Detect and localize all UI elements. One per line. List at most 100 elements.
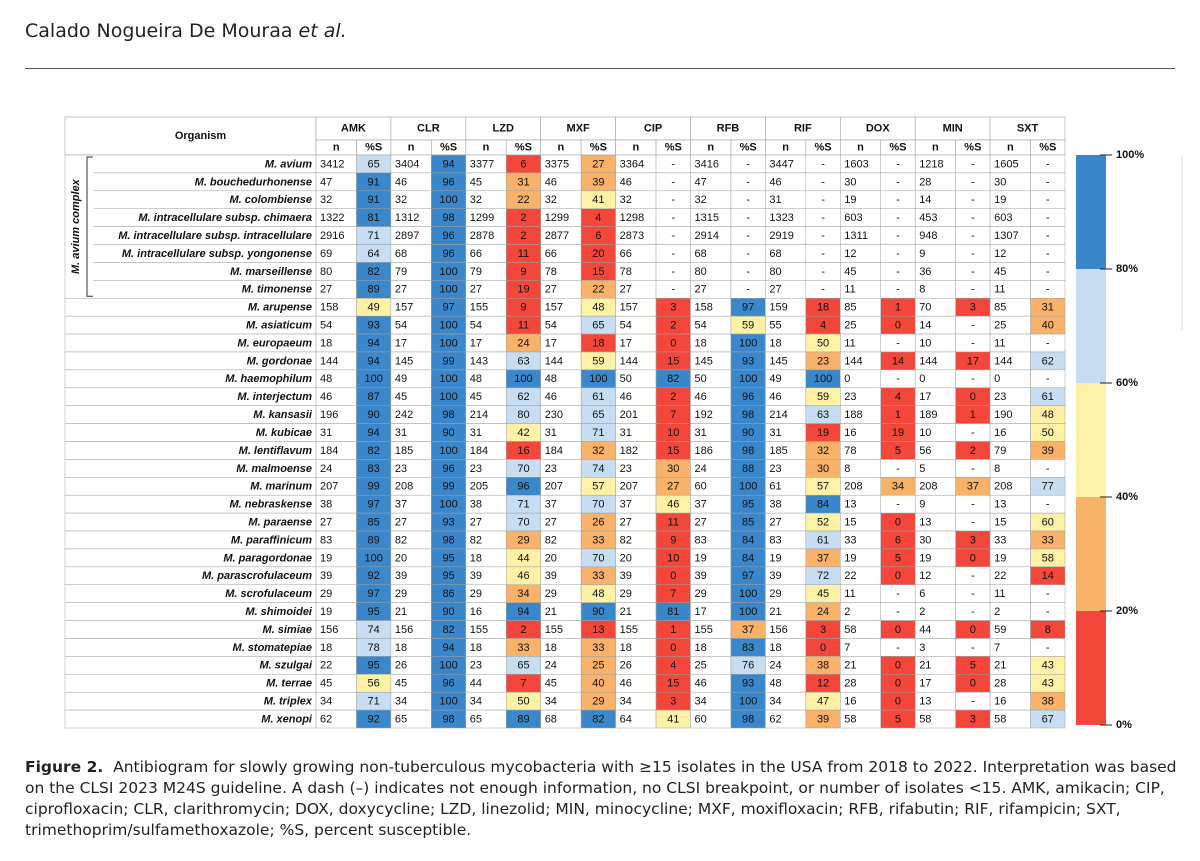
pct-value: - [671,284,675,296]
pct-value: 83 [742,642,754,654]
pct-value: - [671,230,675,242]
pct-value: 0 [895,320,901,332]
n-value: 7 [994,642,1000,654]
n-value: 37 [545,499,557,511]
pct-value: 85 [742,516,754,528]
n-value: 37 [695,499,707,511]
pct-value: 99 [368,481,380,493]
sub-header: n [782,141,789,153]
n-value: 82 [470,534,482,546]
pct-value: 91 [368,176,380,188]
n-value: 207 [545,481,563,493]
n-value: 18 [470,552,482,564]
pct-value: - [971,194,975,206]
pct-value: 48 [592,588,604,600]
pct-value: 3 [970,713,976,725]
n-value: 2873 [620,230,644,242]
n-value: 24 [695,463,707,475]
n-value: 30 [919,534,931,546]
n-value: 15 [844,516,856,528]
pct-value: 100 [739,588,757,600]
n-value: 16 [470,606,482,618]
n-value: 156 [395,624,413,636]
pct-value: 99 [442,481,454,493]
pct-value: 37 [817,552,829,564]
n-value: 79 [994,445,1006,457]
n-value: 80 [695,266,707,278]
n-value: 31 [695,427,707,439]
legend-tick-label: 40% [1116,491,1138,503]
n-value: 8 [844,463,850,475]
pct-value: 6 [520,158,526,170]
n-value: 208 [994,481,1012,493]
pct-value: 19 [817,427,829,439]
n-value: 1307 [994,230,1018,242]
n-value: 13 [994,499,1006,511]
pct-value: 7 [670,409,676,421]
organism-name: M. marseillense [230,266,312,278]
pct-value: 33 [592,642,604,654]
n-value: 158 [320,302,338,314]
n-value: 3416 [695,158,719,170]
pct-value: 23 [817,355,829,367]
n-value: 0 [919,373,925,385]
pct-value: 96 [742,391,754,403]
pct-value: 32 [817,445,829,457]
n-value: 19 [844,552,856,564]
n-value: 29 [320,588,332,600]
n-value: 61 [769,481,781,493]
n-value: 242 [395,409,413,421]
pct-value: 58 [1042,552,1054,564]
n-value: 31 [769,427,781,439]
n-value: 32 [545,194,557,206]
n-value: 18 [620,642,632,654]
n-value: 27 [769,516,781,528]
pct-value: 3 [970,534,976,546]
pct-value: 40 [1042,320,1054,332]
pct-value: - [896,248,900,260]
pct-value: 48 [1042,409,1054,421]
pct-value: - [1046,588,1050,600]
organism-name: M. haemophilum [225,373,312,385]
pct-value: 9 [670,534,676,546]
n-value: 184 [320,445,338,457]
legend-tick-label: 20% [1116,605,1138,617]
n-value: 85 [994,302,1006,314]
pct-value: 6 [895,534,901,546]
pct-value: 97 [442,302,454,314]
organism-name: M. asiaticum [246,320,312,332]
n-value: 155 [470,302,488,314]
pct-value: 38 [1042,696,1054,708]
pct-value: 43 [1042,660,1054,672]
pct-value: 50 [517,696,529,708]
n-value: 70 [919,302,931,314]
n-value: 46 [695,678,707,690]
n-value: 27 [395,516,407,528]
pct-value: 94 [517,606,529,618]
pct-value: 80 [517,409,529,421]
pct-value: 95 [742,499,754,511]
pct-value: 6 [595,230,601,242]
pct-value: 34 [892,481,904,493]
pct-value: - [896,642,900,654]
organism-name: M. terrae [266,678,312,690]
pct-value: 86 [442,588,454,600]
n-value: 17 [545,337,557,349]
pct-value: 94 [368,337,380,349]
organism-name: M. paraffinicum [231,534,312,546]
pct-value: 29 [592,696,604,708]
pct-value: 82 [442,624,454,636]
pct-value: - [1046,606,1050,618]
pct-value: 26 [592,516,604,528]
pct-value: 0 [895,570,901,582]
pct-value: - [821,212,825,224]
pct-value: 100 [514,373,532,385]
n-value: 19 [994,194,1006,206]
pct-value: 32 [592,445,604,457]
pct-value: 19 [892,427,904,439]
n-value: 21 [994,660,1006,672]
pct-value: - [821,230,825,242]
pct-value: 88 [742,463,754,475]
pct-value: 83 [368,463,380,475]
n-value: 155 [470,624,488,636]
